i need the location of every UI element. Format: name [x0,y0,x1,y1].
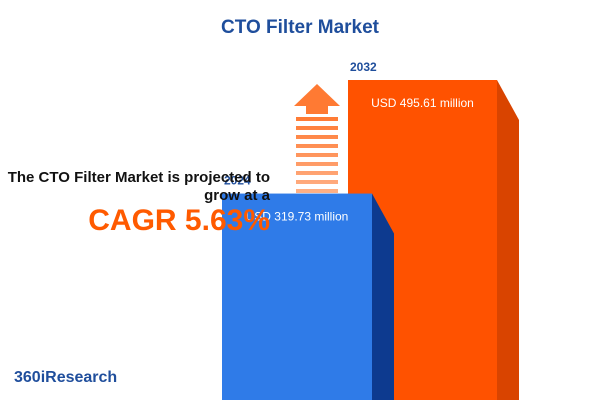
x-tick-label: 2032 [350,60,377,74]
brand: 360iResearch [14,369,117,386]
bars: USD 495.61 million 2032 USD 319.73 million… [222,60,519,400]
chart-title: CTO Filter Market [221,17,380,38]
bar-side [372,193,394,400]
annotation: The CTO Filter Market is projected to gro… [8,169,271,204]
bar-side [497,80,519,400]
value-label: USD 319.73 million [246,210,349,224]
value-label: USD 495.61 million [371,96,474,110]
x-tick-label: 2024 [224,174,251,188]
bar [222,193,372,400]
cagr: CAGR 5.63% [88,204,270,237]
